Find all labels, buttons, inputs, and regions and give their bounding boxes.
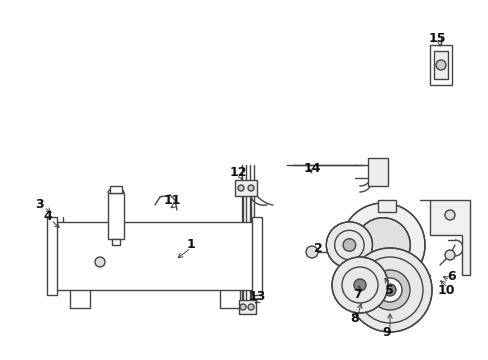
Bar	[55, 222, 254, 290]
Text: 14: 14	[303, 162, 320, 175]
Text: 7: 7	[352, 288, 361, 302]
Text: 5: 5	[384, 284, 392, 297]
Circle shape	[383, 284, 395, 296]
Circle shape	[343, 239, 355, 251]
Circle shape	[353, 279, 365, 291]
Bar	[429, 45, 451, 85]
Text: 8: 8	[350, 311, 359, 324]
Circle shape	[305, 246, 317, 258]
Bar	[251, 217, 262, 295]
Circle shape	[238, 185, 244, 191]
Bar	[235, 180, 257, 196]
Text: 15: 15	[427, 31, 445, 45]
Circle shape	[435, 60, 445, 70]
Circle shape	[95, 257, 105, 267]
Circle shape	[348, 272, 360, 284]
Circle shape	[347, 248, 431, 332]
Bar	[377, 200, 395, 212]
Circle shape	[355, 218, 409, 272]
Circle shape	[247, 185, 253, 191]
Circle shape	[369, 270, 409, 310]
Text: 9: 9	[382, 327, 390, 339]
Text: 4: 4	[43, 211, 52, 224]
Bar	[112, 239, 120, 245]
Circle shape	[240, 304, 245, 310]
Circle shape	[377, 278, 401, 302]
Circle shape	[325, 222, 372, 268]
Text: 1: 1	[186, 238, 195, 252]
Bar	[47, 217, 57, 295]
Circle shape	[340, 203, 424, 287]
Text: 2: 2	[313, 242, 322, 255]
Polygon shape	[429, 200, 469, 275]
Text: 6: 6	[447, 270, 455, 284]
Bar	[110, 186, 122, 193]
Circle shape	[444, 210, 454, 220]
Text: 11: 11	[163, 194, 181, 207]
Bar	[239, 300, 256, 314]
Circle shape	[444, 250, 454, 260]
Text: 10: 10	[436, 284, 454, 297]
Text: 13: 13	[248, 291, 265, 303]
Bar	[367, 158, 387, 186]
Text: 3: 3	[36, 198, 44, 211]
Circle shape	[331, 257, 387, 313]
Circle shape	[247, 304, 253, 310]
Bar	[108, 193, 124, 239]
Text: 12: 12	[229, 166, 246, 179]
Bar	[433, 51, 447, 79]
